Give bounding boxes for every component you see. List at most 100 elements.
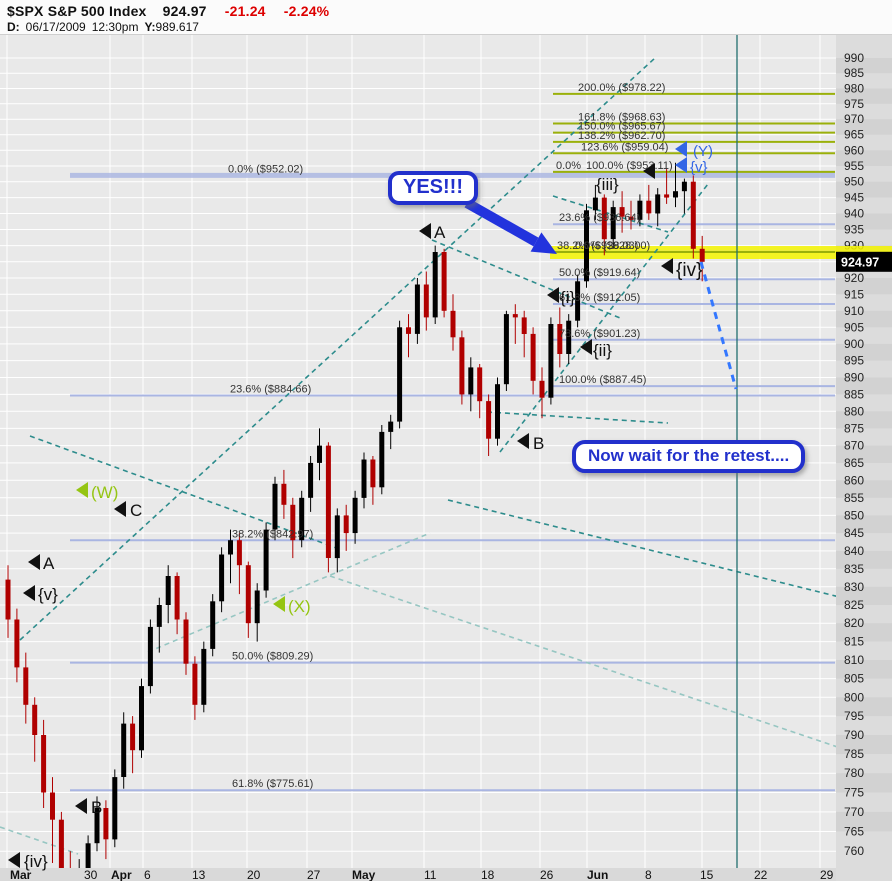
svg-text:875: 875 bbox=[844, 421, 864, 435]
svg-text:{iv}: {iv} bbox=[676, 260, 702, 281]
wave-marker-triangle bbox=[675, 157, 687, 173]
svg-text:970: 970 bbox=[844, 112, 864, 126]
svg-text:50.0% ($919.64): 50.0% ($919.64) bbox=[559, 267, 640, 279]
svg-text:61.8% ($775.61): 61.8% ($775.61) bbox=[232, 778, 313, 790]
svg-text:800: 800 bbox=[844, 690, 864, 704]
svg-text:960: 960 bbox=[844, 143, 864, 157]
price-chart[interactable]: 990 985 980 975 970 965 960 955 950 945 940 935 930 9… bbox=[0, 35, 892, 881]
svg-text:795: 795 bbox=[844, 709, 864, 723]
svg-text:22: 22 bbox=[754, 868, 768, 881]
svg-text:May: May bbox=[352, 868, 376, 881]
svg-text:0.0% ($952.02): 0.0% ($952.02) bbox=[228, 163, 303, 175]
fibonacci-labels: 0.0% ($952.02) 23.6% ($884.66) 38.2% ($842… bbox=[228, 82, 673, 790]
svg-text:Apr: Apr bbox=[111, 868, 132, 881]
svg-text:785: 785 bbox=[844, 747, 864, 761]
svg-text:A: A bbox=[43, 554, 55, 573]
svg-text:915: 915 bbox=[844, 287, 864, 301]
svg-text:123.6% ($959.04): 123.6% ($959.04) bbox=[581, 141, 668, 153]
price-change: -21.24 bbox=[224, 3, 266, 19]
svg-text:850: 850 bbox=[844, 508, 864, 522]
svg-text:61.8% ($912.05): 61.8% ($912.05) bbox=[559, 292, 640, 304]
svg-text:765: 765 bbox=[844, 825, 864, 839]
svg-text:{iv}: {iv} bbox=[24, 852, 48, 871]
svg-text:805: 805 bbox=[844, 672, 864, 686]
wave-marker-triangle bbox=[547, 287, 559, 303]
svg-text:150.0% ($965.67): 150.0% ($965.67) bbox=[578, 121, 665, 133]
svg-text:(Y): (Y) bbox=[693, 143, 713, 160]
svg-text:B: B bbox=[533, 434, 544, 453]
svg-text:885: 885 bbox=[844, 387, 864, 401]
svg-text:845: 845 bbox=[844, 526, 864, 540]
svg-text:955: 955 bbox=[844, 159, 864, 173]
candles bbox=[5, 162, 705, 868]
fibonacci-lines bbox=[70, 92, 835, 792]
svg-text:855: 855 bbox=[844, 491, 864, 505]
svg-text:78.6% ($901.23): 78.6% ($901.23) bbox=[559, 328, 640, 340]
callout-yes[interactable]: YES!!! bbox=[388, 171, 478, 205]
svg-text:11: 11 bbox=[424, 868, 437, 881]
svg-text:770: 770 bbox=[844, 805, 864, 819]
wave-marker-triangle bbox=[273, 596, 285, 612]
svg-text:{i}: {i} bbox=[560, 288, 575, 307]
y-axis-label: Y: bbox=[144, 20, 156, 34]
svg-text:38.2% ($928.03): 38.2% ($928.03) bbox=[557, 240, 638, 252]
svg-text:820: 820 bbox=[844, 616, 864, 630]
svg-text:138.2% ($962.70): 138.2% ($962.70) bbox=[578, 130, 665, 142]
svg-text:A: A bbox=[434, 223, 446, 242]
svg-text:200.0% ($978.22): 200.0% ($978.22) bbox=[578, 82, 665, 94]
svg-text:920: 920 bbox=[844, 271, 864, 285]
wave-marker-triangle bbox=[28, 554, 40, 570]
chart-settings-line: D: 06/17/2009 12:30pm Y:989.617 bbox=[7, 20, 892, 34]
wave-marker-triangle bbox=[114, 501, 126, 517]
projection-line[interactable] bbox=[699, 261, 738, 390]
last-price: 924.97 bbox=[162, 3, 207, 19]
svg-text:945: 945 bbox=[844, 191, 864, 205]
svg-text:760: 760 bbox=[844, 844, 864, 858]
svg-text:895: 895 bbox=[844, 354, 864, 368]
wave-marker-triangle bbox=[76, 482, 88, 498]
svg-text:18: 18 bbox=[481, 868, 495, 881]
svg-text:775: 775 bbox=[844, 786, 864, 800]
wave-marker-triangle bbox=[23, 585, 35, 601]
svg-text:100.0% ($887.45): 100.0% ($887.45) bbox=[559, 374, 646, 386]
period-label: D: bbox=[7, 20, 20, 34]
svg-text:B: B bbox=[91, 798, 102, 817]
svg-text:20: 20 bbox=[247, 868, 261, 881]
callout-retest[interactable]: Now wait for the retest.... bbox=[572, 440, 806, 473]
wave-marker-triangle bbox=[675, 141, 687, 157]
wave-marker-triangle bbox=[517, 433, 529, 449]
svg-text:{iii}: {iii} bbox=[596, 175, 619, 194]
quote-header: $SPX S&P 500 Index 924.97 -21.24 -2.24% … bbox=[0, 0, 892, 35]
svg-text:810: 810 bbox=[844, 653, 864, 667]
svg-text:950: 950 bbox=[844, 175, 864, 189]
svg-text:840: 840 bbox=[844, 544, 864, 558]
svg-text:935: 935 bbox=[844, 223, 864, 237]
svg-text:835: 835 bbox=[844, 562, 864, 576]
svg-text:830: 830 bbox=[844, 580, 864, 594]
svg-text:985: 985 bbox=[844, 66, 864, 80]
svg-text:990: 990 bbox=[844, 51, 864, 65]
svg-text:50.0% ($809.29): 50.0% ($809.29) bbox=[232, 651, 313, 663]
svg-text:23.6% ($884.66): 23.6% ($884.66) bbox=[230, 384, 311, 396]
svg-text:15: 15 bbox=[700, 868, 714, 881]
svg-text:900: 900 bbox=[844, 337, 864, 351]
svg-text:{ii}: {ii} bbox=[593, 341, 612, 360]
svg-text:100.0% ($953.11): 100.0% ($953.11) bbox=[586, 160, 673, 172]
svg-text:980: 980 bbox=[844, 82, 864, 96]
svg-text:965: 965 bbox=[844, 128, 864, 142]
svg-text:Mar: Mar bbox=[10, 868, 32, 881]
svg-text:27: 27 bbox=[307, 868, 321, 881]
price-axis[interactable]: 9909859809759709659609559509459409359309… bbox=[836, 35, 892, 881]
time-axis[interactable]: Mar 30 Apr 6 13 20 27 May 11 18 26 Jun 8 15 22 29 bbox=[0, 868, 836, 881]
svg-text:910: 910 bbox=[844, 304, 864, 318]
svg-text:880: 880 bbox=[844, 404, 864, 418]
chart-date: 06/17/2009 bbox=[25, 20, 86, 34]
symbol-name: S&P 500 Index bbox=[47, 3, 147, 19]
wave-labels[interactable]: A{i}{ii}{iii}{iv}BCA{v}B{iv}(W)(X)(Y){v} bbox=[8, 141, 713, 871]
trend-lines[interactable] bbox=[0, 57, 888, 855]
annotation-arrow[interactable] bbox=[464, 198, 557, 254]
svg-text:890: 890 bbox=[844, 371, 864, 385]
svg-text:0.0% ($928.00): 0.0% ($928.00) bbox=[575, 240, 650, 252]
svg-text:161.8% ($968.63): 161.8% ($968.63) bbox=[578, 112, 665, 124]
